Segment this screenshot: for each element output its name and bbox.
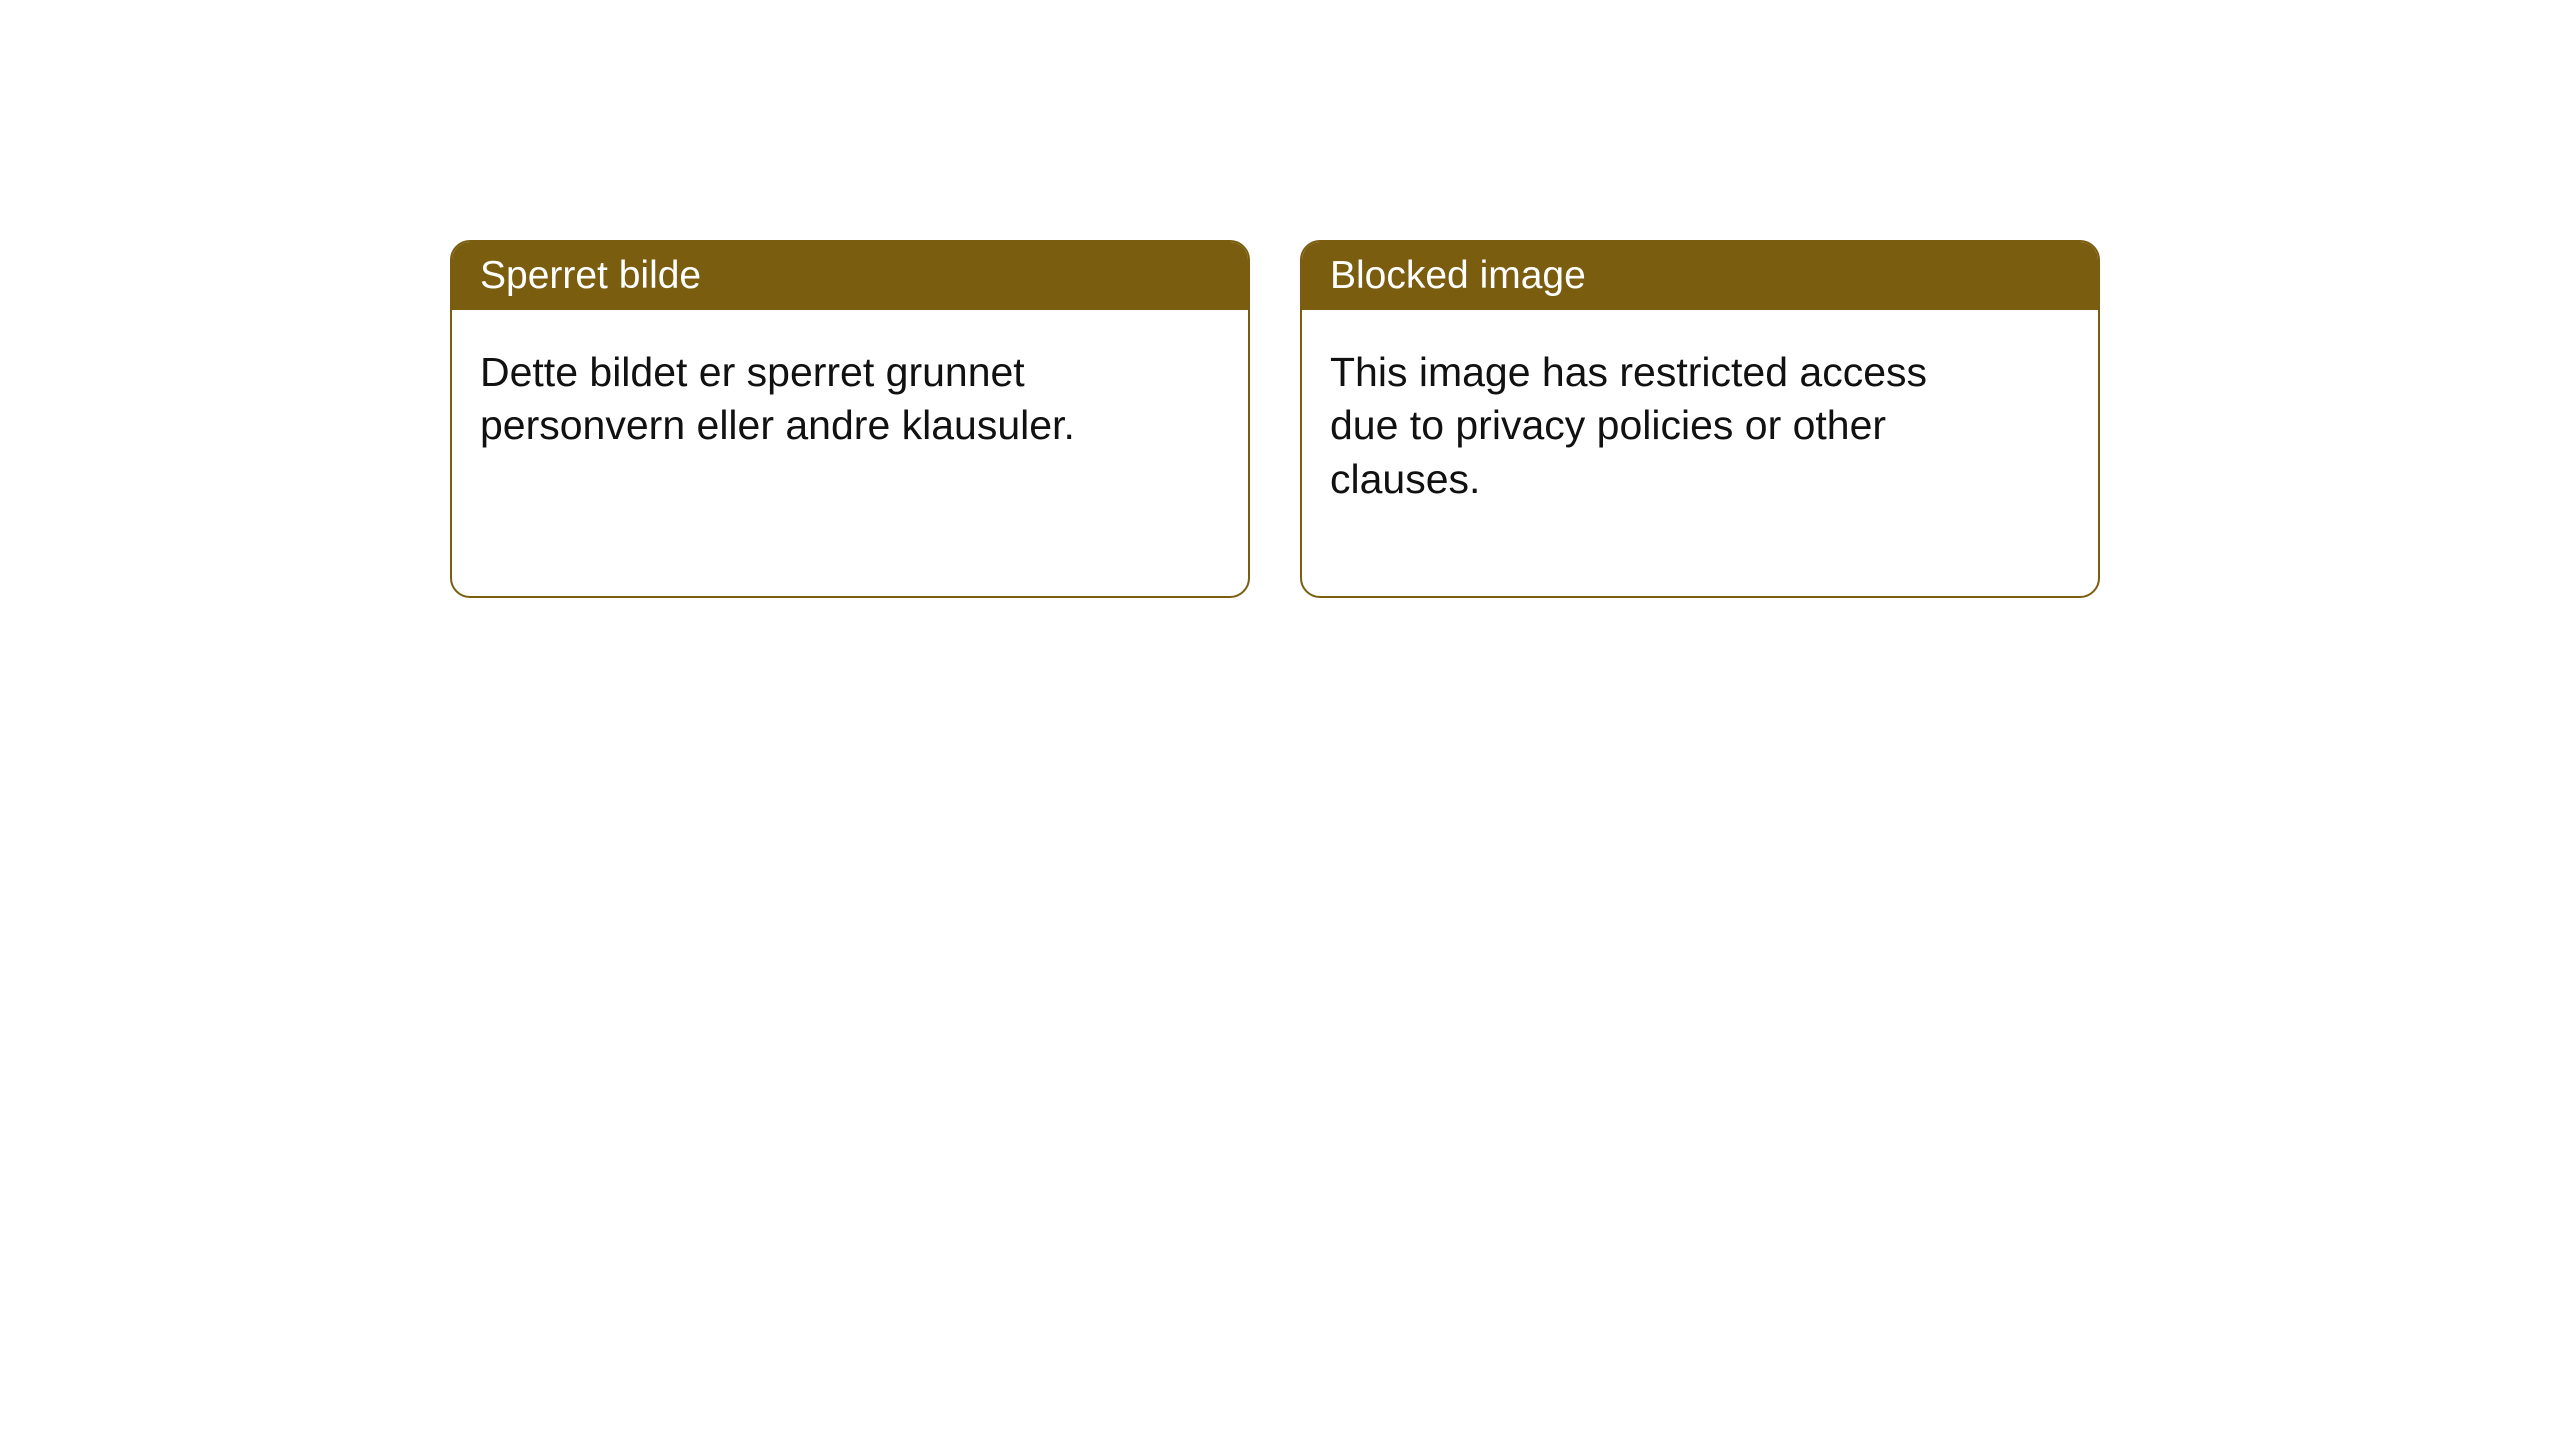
notice-card-body: This image has restricted access due to …: [1302, 310, 2022, 596]
notice-card-header: Blocked image: [1302, 242, 2098, 310]
notice-card-header: Sperret bilde: [452, 242, 1248, 310]
notice-container: Sperret bilde Dette bildet er sperret gr…: [0, 0, 2560, 598]
notice-card-body-text: Dette bildet er sperret grunnet personve…: [480, 349, 1075, 448]
notice-card-norwegian: Sperret bilde Dette bildet er sperret gr…: [450, 240, 1250, 598]
notice-card-body-text: This image has restricted access due to …: [1330, 349, 1927, 502]
notice-card-title: Sperret bilde: [480, 254, 701, 297]
notice-card-english: Blocked image This image has restricted …: [1300, 240, 2100, 598]
notice-card-body: Dette bildet er sperret grunnet personve…: [452, 310, 1172, 543]
notice-card-title: Blocked image: [1330, 254, 1586, 297]
